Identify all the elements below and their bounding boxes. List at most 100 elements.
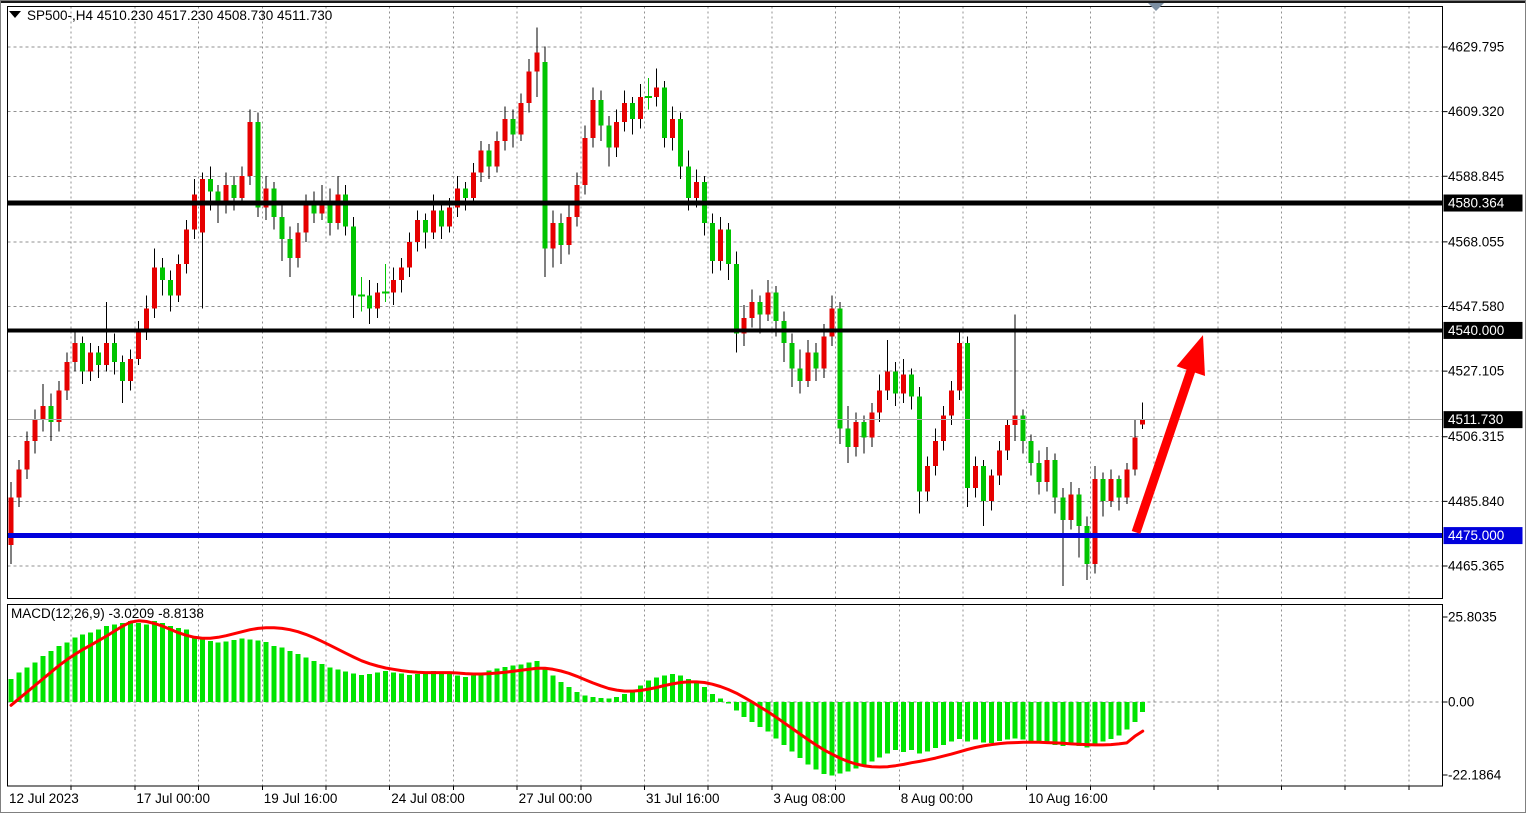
- time-axis-label: 10 Aug 16:00: [1028, 791, 1108, 806]
- bull-candle-body: [972, 466, 978, 489]
- macd-histogram-bar: [1052, 702, 1058, 745]
- macd-histogram-bar: [510, 665, 516, 702]
- bear-candle-body: [733, 264, 739, 334]
- bull-candle-body: [925, 466, 931, 492]
- macd-histogram-bar: [518, 664, 524, 702]
- bull-candle-body: [582, 137, 588, 186]
- scroll-to-end-icon[interactable]: [1148, 3, 1164, 11]
- macd-histogram-bar: [1108, 702, 1114, 739]
- bull-candle-body: [614, 122, 620, 148]
- horizontal-level-lines-layer[interactable]: [7, 200, 1443, 539]
- bear-candle-body: [861, 421, 867, 438]
- trend-arrow-shaft[interactable]: [1131, 364, 1197, 534]
- bull-candle-body: [16, 469, 22, 498]
- level-price-box[interactable]: [1443, 321, 1523, 339]
- bull-candle-body: [494, 141, 500, 167]
- macd-histogram-bar: [1124, 702, 1130, 730]
- level-price-box-label: 4580.364: [1448, 196, 1505, 211]
- macd-histogram-bar: [367, 673, 373, 702]
- bull-candle-body: [223, 185, 229, 205]
- macd-histogram-bar: [733, 702, 739, 711]
- bull-candle-body: [1012, 415, 1018, 426]
- price-axis-label: 4547.580: [1448, 299, 1504, 314]
- bull-candle-body: [717, 229, 723, 261]
- bull-candle-body: [319, 201, 325, 214]
- macd-histogram-bar: [136, 622, 142, 702]
- level-price-box-label: 4475.000: [1448, 528, 1504, 543]
- bull-candle-body: [550, 223, 556, 249]
- bull-candle-body: [1124, 469, 1130, 498]
- macd-histogram-bar: [422, 672, 428, 702]
- trend-arrow-head[interactable]: [1176, 335, 1205, 376]
- macd-histogram-bar: [24, 667, 30, 702]
- macd-histogram-bar: [215, 642, 221, 702]
- macd-histogram-bar: [151, 621, 157, 702]
- bull-candle-body: [40, 406, 46, 419]
- macd-histogram-bar: [263, 641, 269, 702]
- bull-candle-body: [741, 317, 747, 334]
- bull-candle-body: [693, 182, 699, 198]
- macd-histogram-bar: [104, 626, 110, 702]
- macd-histogram-bar: [590, 697, 596, 702]
- bear-candle-body: [48, 406, 54, 422]
- bear-candle-body: [510, 118, 516, 135]
- macd-histogram-bar: [972, 702, 978, 740]
- symbol-dropdown-icon[interactable]: [9, 11, 21, 18]
- macd-histogram-bar: [1020, 702, 1026, 740]
- bear-candle-body: [215, 191, 221, 205]
- bull-candle-body: [24, 440, 30, 470]
- macd-histogram-bar: [335, 669, 341, 702]
- bull-candle-body: [32, 418, 38, 441]
- level-price-box[interactable]: [1443, 527, 1523, 545]
- macd-histogram-bar: [821, 702, 827, 774]
- arrow-annotation-layer[interactable]: [1131, 335, 1205, 534]
- bull-candle-body: [853, 421, 859, 448]
- bear-candle-body: [757, 302, 763, 315]
- bull-candle-body: [1140, 419, 1146, 425]
- macd-histogram-bar: [430, 670, 436, 702]
- bull-candle-body: [933, 440, 939, 467]
- level-price-box[interactable]: [1443, 194, 1523, 212]
- macd-histogram-bar: [566, 687, 572, 702]
- bear-candle-body: [606, 125, 612, 148]
- macd-histogram-bar: [948, 702, 954, 742]
- macd-histogram-bar: [1060, 702, 1066, 747]
- macd-histogram-bar: [917, 702, 923, 754]
- macd-histogram-bar: [143, 624, 149, 702]
- macd-axis-label: 25.8035: [1448, 609, 1497, 624]
- bull-candle-body: [940, 415, 946, 441]
- bull-candle-body: [470, 172, 476, 198]
- bull-candle-body: [446, 207, 452, 227]
- bear-candle-body: [893, 371, 899, 394]
- macd-histogram-bar: [414, 673, 420, 702]
- bull-candle-body: [502, 118, 508, 142]
- bull-candle-body: [407, 242, 412, 268]
- bear-candle-body: [1020, 415, 1026, 441]
- macd-histogram-bar: [239, 638, 245, 702]
- macd-histogram-bar: [343, 671, 349, 702]
- grid-layer: [7, 6, 1443, 790]
- macd-histogram-bar: [805, 702, 811, 765]
- axis-labels-layer: 4629.795 4609.320 4588.845 4568.055 4547.580…: [9, 40, 1523, 806]
- bear-candle-body: [773, 292, 779, 321]
- price-axis-label: 4485.840: [1448, 494, 1504, 509]
- macd-histogram-bar: [582, 695, 588, 702]
- bear-candle-body: [1116, 478, 1122, 498]
- macd-histogram-bar: [1044, 702, 1050, 744]
- macd-histogram-bar: [1092, 702, 1098, 744]
- time-axis-label: 31 Jul 16:00: [646, 791, 720, 806]
- macd-histogram-bar: [183, 629, 189, 702]
- bear-candle-body: [367, 295, 373, 309]
- macd-histogram-bar: [231, 639, 237, 702]
- bull-candle-body: [622, 103, 628, 123]
- bear-candle-body: [96, 352, 102, 366]
- bear-candle-body: [120, 361, 126, 381]
- macd-histogram-bar: [542, 669, 548, 702]
- macd-histogram-bar: [199, 639, 205, 702]
- macd-histogram-bar: [295, 654, 301, 702]
- macd-histogram-bar: [96, 629, 102, 702]
- bull-candle-body: [151, 267, 157, 309]
- bear-candle-body: [917, 396, 923, 492]
- bull-candle-body: [414, 219, 420, 243]
